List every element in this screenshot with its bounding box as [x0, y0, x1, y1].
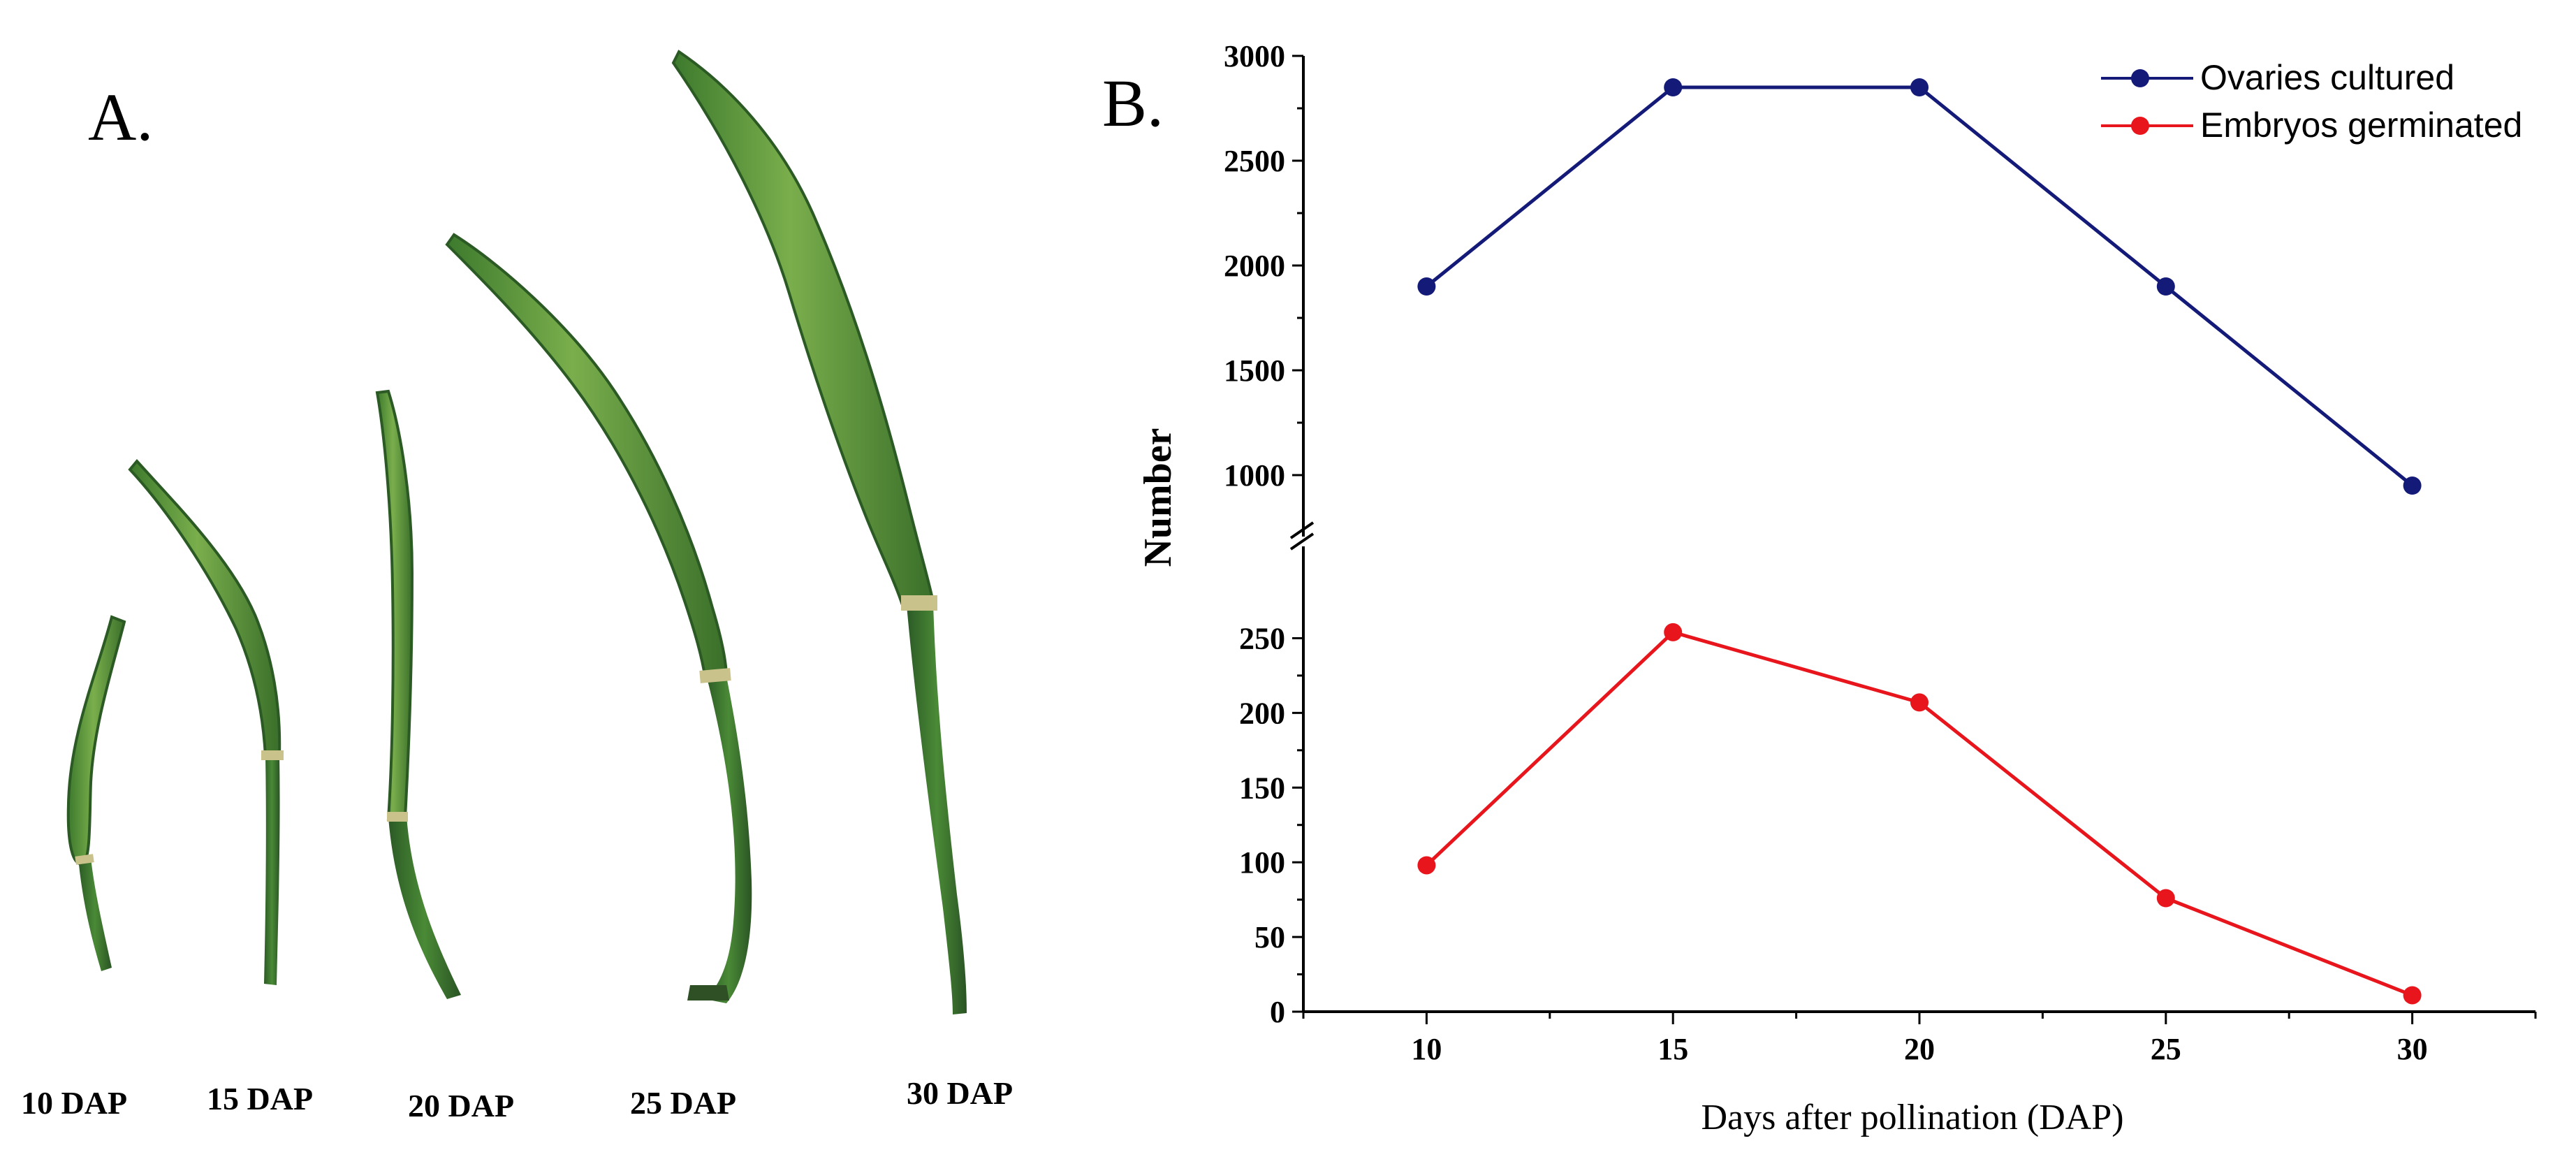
panel-b: B. 1000 1500 2000 2500 3000 0 50 100 150 200 250 1… — [1102, 39, 2537, 1137]
pod-label-15dap: 15 DAP — [207, 1081, 313, 1116]
y-ticks: 1000 1500 2000 2500 3000 0 50 100 150 200 250 — [1224, 39, 1303, 1029]
pod-30dap — [671, 50, 967, 1014]
pod-label-30dap: 30 DAP — [907, 1075, 1013, 1111]
series-lines — [1425, 85, 2414, 997]
legend: Ovaries cultured Embryos germinated — [2101, 58, 2522, 145]
y-tick-label-2000: 2000 — [1224, 249, 1285, 283]
data-point-0-20 — [1910, 78, 1929, 96]
y-tick-label-low-200: 200 — [1239, 696, 1285, 730]
data-point-1-20 — [1910, 693, 1929, 712]
series-points — [1417, 78, 2422, 1005]
panel-a: A. 10 D — [21, 50, 1013, 1123]
axis-break-mark-1 — [1289, 521, 1315, 539]
legend-marker-embryos — [2131, 117, 2149, 135]
legend-marker-ovaries — [2131, 69, 2149, 87]
y-tick-label-3000: 3000 — [1224, 39, 1285, 73]
panel-a-label: A. — [88, 80, 153, 154]
pod-label-25dap: 25 DAP — [630, 1085, 736, 1121]
y-tick-label-low-100: 100 — [1239, 845, 1285, 880]
y-tick-label-1000: 1000 — [1224, 458, 1285, 493]
y-tick-label-low-150: 150 — [1239, 771, 1285, 805]
legend-item-embryos: Embryos germinated — [2101, 106, 2522, 145]
pod-label-10dap: 10 DAP — [21, 1085, 127, 1121]
data-point-0-15 — [1664, 78, 1683, 96]
legend-item-ovaries: Ovaries cultured — [2101, 58, 2454, 97]
pod-label-20dap: 20 DAP — [408, 1088, 514, 1123]
y-tick-label-2500: 2500 — [1224, 144, 1285, 178]
panel-b-label: B. — [1102, 66, 1164, 140]
x-ticks: 10 15 20 25 30 — [1302, 1012, 2537, 1066]
data-point-1-30 — [2403, 986, 2422, 1005]
chart: 1000 1500 2000 2500 3000 0 50 100 150 200 250 10 15… — [1136, 39, 2537, 1137]
x-tick-label-20: 20 — [1904, 1032, 1935, 1066]
x-tick-label-25: 25 — [2151, 1032, 2181, 1066]
data-point-1-25 — [2156, 889, 2175, 908]
y-axis-title: Number — [1136, 428, 1180, 567]
pod-25dap — [445, 233, 752, 1003]
data-point-0-30 — [2403, 476, 2422, 495]
data-point-1-10 — [1417, 856, 1436, 875]
data-point-1-15 — [1664, 623, 1683, 641]
data-point-0-25 — [2156, 277, 2175, 296]
chart-axes — [1289, 56, 2535, 1013]
y-tick-label-low-0: 0 — [1270, 995, 1285, 1029]
pod-20dap — [375, 389, 461, 999]
legend-label-embryos: Embryos germinated — [2200, 106, 2522, 145]
series-line-1 — [1425, 630, 2413, 997]
pod-10dap — [66, 615, 126, 971]
y-tick-label-low-250: 250 — [1239, 621, 1285, 655]
legend-label-ovaries: Ovaries cultured — [2200, 58, 2454, 97]
axis-break-mark-2 — [1289, 532, 1315, 551]
pod-15dap — [128, 458, 284, 985]
x-tick-label-10: 10 — [1411, 1032, 1442, 1066]
y-tick-label-low-50: 50 — [1254, 920, 1285, 954]
y-tick-label-1500: 1500 — [1224, 354, 1285, 388]
series-line-0 — [1425, 85, 2414, 487]
x-axis-title: Days after pollination (DAP) — [1701, 1098, 2123, 1137]
data-point-0-10 — [1417, 277, 1436, 296]
x-tick-label-30: 30 — [2397, 1032, 2428, 1066]
x-tick-label-15: 15 — [1657, 1032, 1688, 1066]
